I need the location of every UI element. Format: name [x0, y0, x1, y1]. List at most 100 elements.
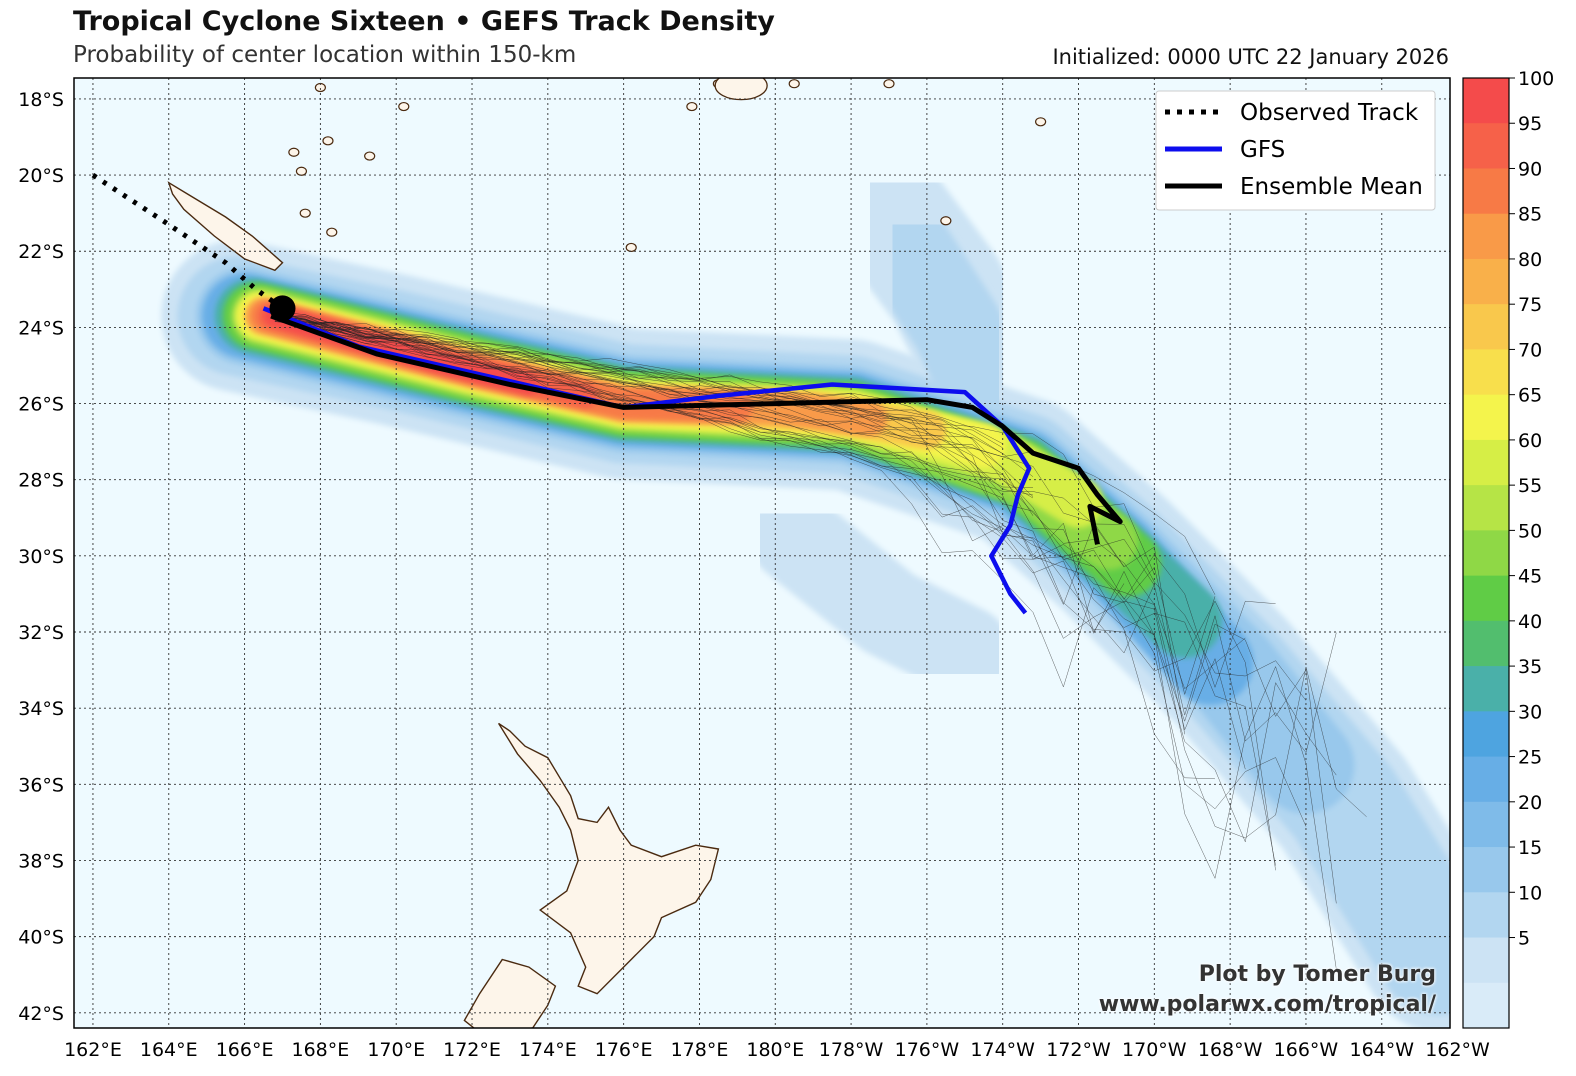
landmasses — [167, 78, 1047, 1028]
lon-tick-label: 176°E — [595, 1039, 653, 1061]
colorbar-swatch — [1463, 439, 1509, 486]
gridlines — [74, 78, 1450, 1028]
colorbar-tick-label: 50 — [1518, 520, 1542, 542]
colorbar-swatch — [1463, 304, 1509, 350]
observed-track — [91, 173, 284, 311]
new-zealand-north-island — [498, 722, 720, 995]
lon-tick-label: 164°E — [140, 1039, 198, 1061]
lat-tick-label: 38°S — [18, 850, 64, 872]
colorbar-tick-label: 15 — [1518, 837, 1542, 859]
page-title: Tropical Cyclone Sixteen • GEFS Track De… — [73, 6, 775, 37]
page-subtitle: Probability of center location within 15… — [73, 42, 577, 68]
colorbar-swatch — [1463, 575, 1509, 622]
island — [1035, 117, 1047, 127]
lon-tick-label: 174°W — [970, 1039, 1035, 1061]
island — [322, 136, 334, 146]
island — [940, 216, 952, 226]
colorbar-tick-label: 5 — [1518, 928, 1530, 950]
island — [625, 242, 637, 253]
colorbar-swatch — [1463, 485, 1509, 531]
colorbar-swatch — [1463, 666, 1509, 712]
colorbar-tick-label: 75 — [1518, 294, 1542, 316]
colorbar-tick-label: 70 — [1518, 339, 1542, 361]
colorbar-swatch — [1463, 892, 1509, 939]
colorbar-swatch — [1463, 937, 1509, 984]
lat-tick-label: 24°S — [18, 317, 64, 339]
member-track — [274, 315, 1276, 689]
density-band — [862, 205, 1030, 430]
lon-tick-label: 178°E — [671, 1039, 729, 1061]
island — [883, 79, 895, 89]
lon-tick-label: 172°W — [1046, 1039, 1111, 1061]
colorbar-tick-label: 40 — [1518, 611, 1542, 633]
colorbar-tick-label: 85 — [1518, 204, 1542, 226]
member-track — [274, 321, 1034, 516]
lat-tick-label: 30°S — [18, 546, 64, 568]
colorbar-swatch — [1463, 801, 1509, 848]
legend-observed: Observed Track — [1240, 100, 1419, 126]
colorbar-tick-label: 45 — [1518, 566, 1542, 588]
colorbar-tick-label: 100 — [1518, 68, 1554, 90]
longitude-axis: 162°E 164°E 166°E 168°E 170°E 172°E 174°E 176°E… — [64, 1039, 1490, 1061]
lon-tick-label: 168°W — [1198, 1039, 1263, 1061]
island — [398, 101, 410, 112]
colorbar-tick-label: 25 — [1518, 747, 1542, 769]
colorbar-tick-label: 20 — [1518, 792, 1542, 814]
member-track — [274, 319, 1307, 701]
colorbar-swatch — [1463, 78, 1509, 124]
colorbar-tick-label: 90 — [1518, 158, 1542, 180]
colorbar-swatch — [1463, 711, 1509, 758]
colorbar-frame — [1462, 77, 1510, 1029]
colorbar-tick-label: 80 — [1518, 249, 1542, 271]
colorbar-tick-label: 35 — [1518, 656, 1542, 678]
colorbar-swatch — [1463, 168, 1509, 215]
member-track — [274, 315, 1307, 827]
lon-tick-label: 166°W — [1274, 1039, 1339, 1061]
lat-tick-label: 32°S — [18, 622, 64, 644]
member-track — [274, 319, 1034, 499]
lat-tick-label: 36°S — [18, 774, 64, 796]
colorbar-swatch — [1463, 258, 1509, 305]
legend-gfs: GFS — [1240, 137, 1285, 163]
lon-tick-label: 164°W — [1349, 1039, 1414, 1061]
island — [788, 79, 800, 89]
colorbar-tick-label: 10 — [1518, 882, 1542, 904]
lon-tick-label: 170°E — [367, 1039, 425, 1061]
member-track — [274, 314, 1246, 770]
island — [295, 166, 308, 176]
legend-mean: Ensemble Mean — [1240, 174, 1423, 200]
colorbar-tick-label: 65 — [1518, 385, 1542, 407]
member-track — [274, 311, 1185, 735]
colorbar-swatch — [1463, 123, 1509, 169]
legend: Observed Track GFS Ensemble Mean — [1155, 90, 1436, 211]
member-track — [274, 318, 1034, 497]
member-track — [274, 318, 1337, 970]
lon-tick-label: 168°E — [292, 1039, 350, 1061]
lon-tick-label: 162°E — [64, 1039, 122, 1061]
lat-tick-label: 34°S — [18, 698, 64, 720]
member-track — [274, 312, 1034, 488]
lat-tick-label: 20°S — [18, 165, 64, 187]
colorbar-swatch — [1463, 982, 1509, 1029]
lon-tick-label: 174°E — [519, 1039, 577, 1061]
island — [364, 151, 376, 161]
lat-tick-label: 42°S — [18, 1003, 64, 1025]
island — [686, 101, 698, 112]
lon-tick-label: 162°W — [1425, 1039, 1490, 1061]
member-track — [274, 310, 1337, 904]
colorbar-tick-label: 60 — [1518, 430, 1542, 452]
new-caledonia — [167, 181, 284, 272]
lat-tick-label: 40°S — [18, 927, 64, 949]
colorbar-tick-label: 95 — [1518, 113, 1542, 135]
lat-tick-label: 18°S — [18, 89, 64, 111]
member-track — [274, 310, 1125, 567]
island — [326, 227, 338, 237]
colorbar-tick-label: 30 — [1518, 701, 1542, 723]
credit-url: www.polarwx.com/tropical/ — [1098, 992, 1436, 1017]
ensemble-member-tracks — [274, 310, 1367, 970]
lon-tick-label: 170°W — [1122, 1039, 1187, 1061]
lat-tick-label: 28°S — [18, 470, 64, 492]
credit-author: Plot by Tomer Burg — [1198, 962, 1436, 987]
lat-tick-label: 26°S — [18, 394, 64, 416]
